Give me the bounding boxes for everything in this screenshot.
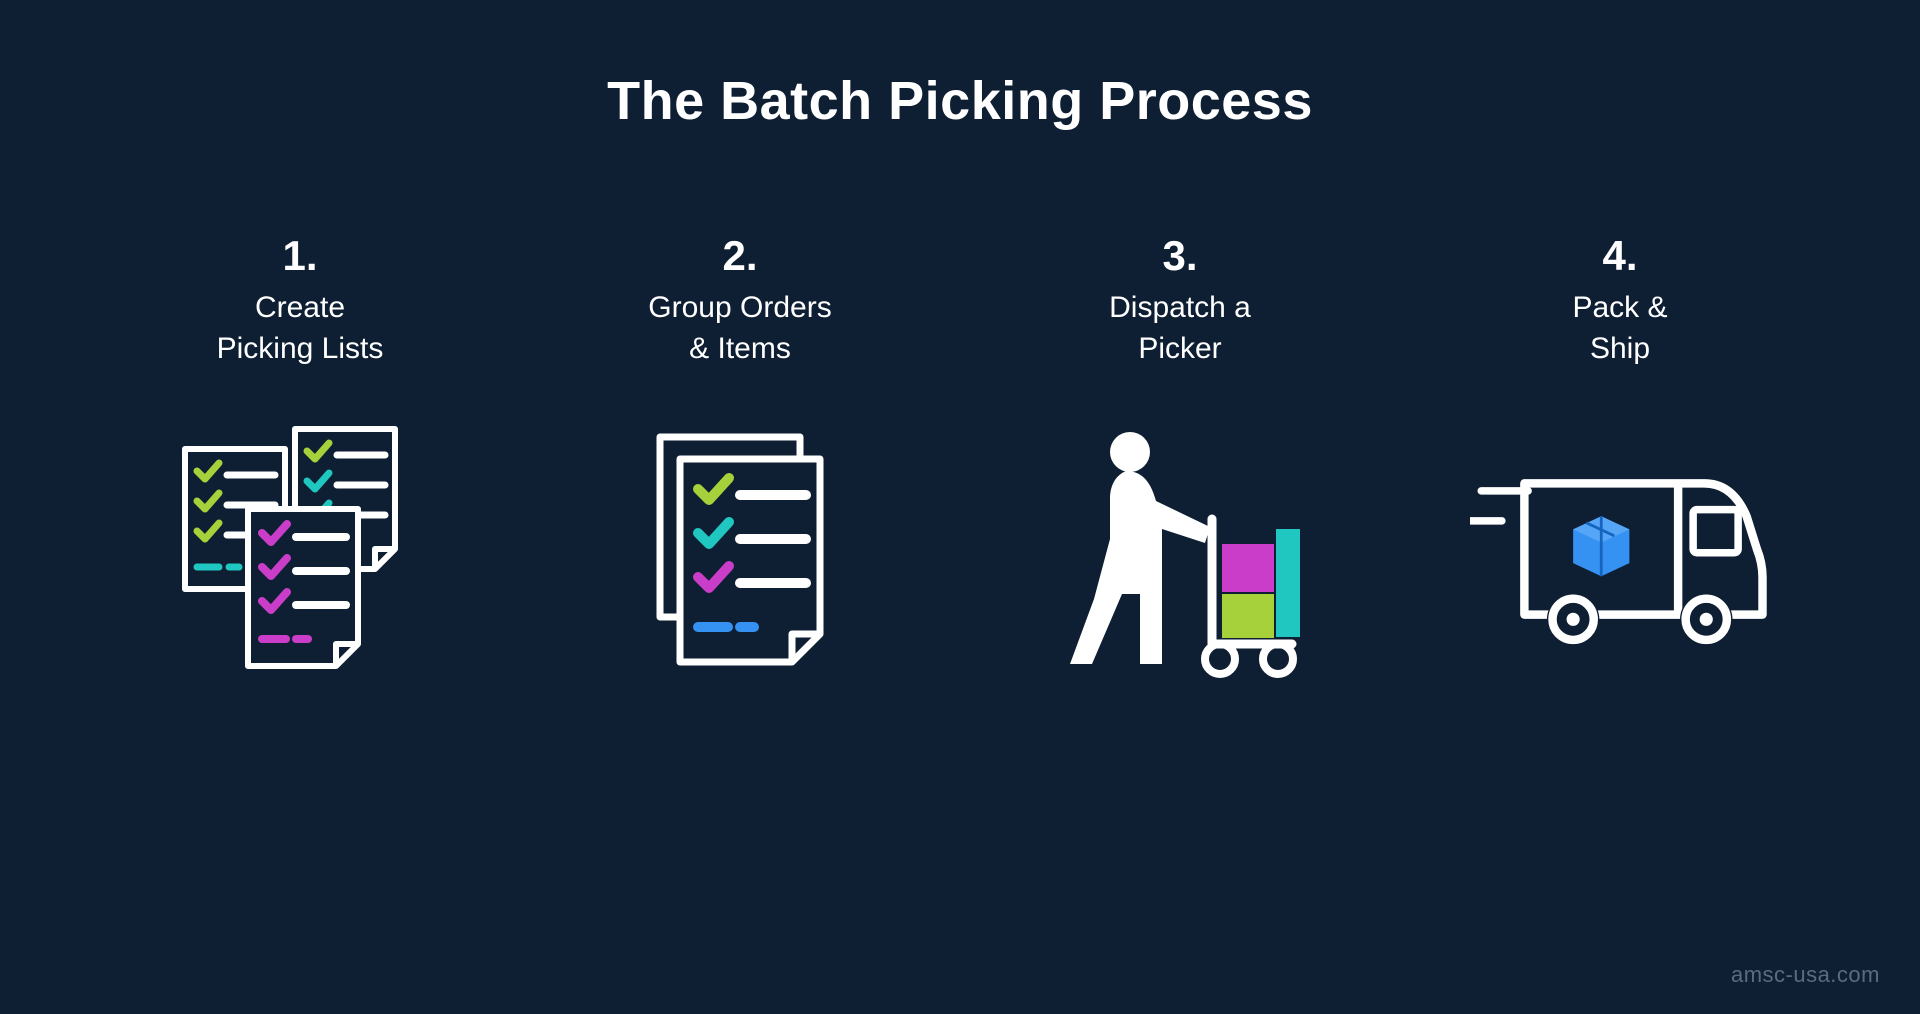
documents-group-icon: [590, 419, 890, 679]
picker-cart-icon: [1030, 419, 1330, 679]
step-number: 3.: [1162, 232, 1197, 280]
step-1: 1. Create Picking Lists: [80, 232, 520, 679]
step-number: 4.: [1602, 232, 1637, 280]
attribution: amsc-usa.com: [1731, 962, 1880, 988]
step-2: 2. Group Orders & Items: [520, 232, 960, 679]
page-title: The Batch Picking Process: [0, 0, 1920, 132]
step-number: 1.: [282, 232, 317, 280]
step-4: 4. Pack & Ship: [1400, 232, 1840, 679]
delivery-van-icon: [1470, 419, 1770, 679]
step-label: Dispatch a Picker: [1109, 288, 1251, 369]
step-label: Group Orders & Items: [648, 288, 831, 369]
steps-row: 1. Create Picking Lists: [0, 132, 1920, 679]
checklist-stack-icon: [150, 419, 450, 679]
step-3: 3. Dispatch a Picker: [960, 232, 1400, 679]
step-label: Pack & Ship: [1572, 288, 1667, 369]
step-number: 2.: [722, 232, 757, 280]
step-label: Create Picking Lists: [217, 288, 384, 369]
